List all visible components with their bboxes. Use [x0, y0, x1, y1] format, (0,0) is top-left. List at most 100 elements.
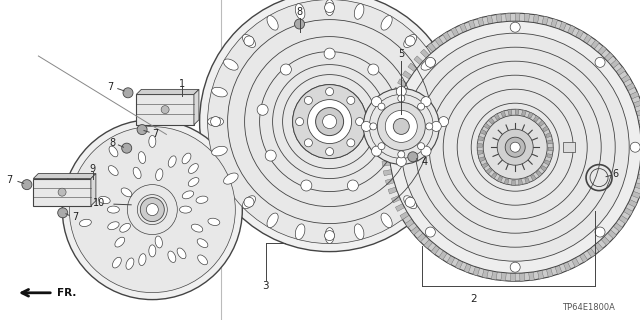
- Wedge shape: [544, 160, 550, 165]
- Wedge shape: [515, 109, 519, 114]
- Polygon shape: [136, 89, 199, 94]
- Text: 2: 2: [470, 294, 477, 304]
- Wedge shape: [522, 110, 526, 116]
- Ellipse shape: [212, 87, 227, 97]
- Circle shape: [438, 116, 449, 127]
- Wedge shape: [538, 270, 544, 279]
- Wedge shape: [575, 29, 584, 39]
- Ellipse shape: [182, 153, 191, 164]
- Circle shape: [161, 106, 169, 114]
- Wedge shape: [390, 96, 399, 103]
- Circle shape: [356, 118, 364, 126]
- Wedge shape: [417, 233, 426, 242]
- Ellipse shape: [168, 156, 176, 167]
- Wedge shape: [511, 273, 515, 281]
- Circle shape: [383, 150, 394, 161]
- Circle shape: [595, 57, 605, 67]
- Circle shape: [326, 148, 333, 156]
- Circle shape: [211, 116, 221, 127]
- Wedge shape: [486, 15, 493, 24]
- Circle shape: [324, 231, 335, 241]
- Circle shape: [347, 96, 355, 104]
- Wedge shape: [638, 119, 640, 125]
- Circle shape: [200, 0, 460, 252]
- Circle shape: [147, 204, 158, 216]
- Circle shape: [308, 100, 351, 144]
- Wedge shape: [548, 140, 553, 144]
- Wedge shape: [484, 123, 490, 129]
- Ellipse shape: [196, 196, 208, 203]
- Wedge shape: [595, 243, 603, 252]
- Circle shape: [417, 143, 424, 150]
- Circle shape: [483, 115, 547, 179]
- Ellipse shape: [325, 0, 334, 16]
- Ellipse shape: [432, 87, 447, 97]
- Ellipse shape: [109, 146, 118, 157]
- Wedge shape: [400, 212, 409, 220]
- Wedge shape: [511, 180, 515, 185]
- Circle shape: [323, 115, 337, 129]
- Text: TP64E1800A: TP64E1800A: [563, 303, 615, 312]
- Wedge shape: [408, 63, 417, 72]
- Circle shape: [257, 104, 268, 115]
- Text: 7: 7: [152, 129, 159, 139]
- Wedge shape: [488, 118, 494, 124]
- Circle shape: [122, 143, 132, 153]
- Text: 8: 8: [296, 7, 303, 17]
- Text: 9: 9: [90, 164, 96, 174]
- Wedge shape: [477, 143, 483, 147]
- Wedge shape: [491, 173, 497, 179]
- Circle shape: [421, 97, 431, 107]
- Wedge shape: [531, 175, 536, 181]
- Wedge shape: [478, 136, 484, 141]
- Circle shape: [510, 262, 520, 272]
- Wedge shape: [383, 170, 392, 176]
- Wedge shape: [397, 79, 407, 87]
- Wedge shape: [480, 129, 486, 135]
- Circle shape: [385, 110, 417, 142]
- Circle shape: [378, 103, 385, 110]
- Ellipse shape: [267, 16, 278, 30]
- Circle shape: [398, 95, 404, 102]
- Circle shape: [62, 120, 243, 300]
- Circle shape: [390, 142, 400, 152]
- Wedge shape: [541, 165, 547, 171]
- Circle shape: [265, 150, 276, 161]
- Ellipse shape: [138, 152, 145, 164]
- Ellipse shape: [212, 146, 227, 156]
- Wedge shape: [382, 161, 390, 166]
- Wedge shape: [604, 52, 613, 61]
- Circle shape: [58, 208, 68, 218]
- Wedge shape: [420, 49, 429, 58]
- Ellipse shape: [223, 173, 238, 184]
- Wedge shape: [639, 165, 640, 171]
- Wedge shape: [381, 142, 389, 147]
- Wedge shape: [572, 258, 579, 267]
- Wedge shape: [591, 40, 599, 49]
- Circle shape: [401, 33, 629, 261]
- Circle shape: [301, 180, 312, 191]
- Wedge shape: [611, 60, 620, 68]
- Wedge shape: [546, 133, 552, 138]
- Ellipse shape: [223, 59, 238, 70]
- Ellipse shape: [325, 228, 334, 244]
- Circle shape: [426, 57, 435, 67]
- Text: 4: 4: [421, 156, 428, 167]
- Ellipse shape: [168, 251, 176, 262]
- Circle shape: [244, 36, 254, 46]
- Wedge shape: [464, 264, 471, 273]
- Ellipse shape: [191, 224, 203, 232]
- Ellipse shape: [404, 35, 417, 47]
- Wedge shape: [525, 178, 530, 184]
- Circle shape: [378, 143, 385, 150]
- Ellipse shape: [188, 178, 199, 187]
- Circle shape: [137, 124, 147, 135]
- Circle shape: [347, 139, 355, 147]
- Ellipse shape: [432, 146, 447, 156]
- Circle shape: [364, 88, 439, 164]
- Ellipse shape: [295, 4, 305, 19]
- Circle shape: [207, 0, 452, 244]
- Circle shape: [123, 88, 133, 98]
- Wedge shape: [550, 19, 557, 28]
- Text: 7: 7: [107, 82, 113, 92]
